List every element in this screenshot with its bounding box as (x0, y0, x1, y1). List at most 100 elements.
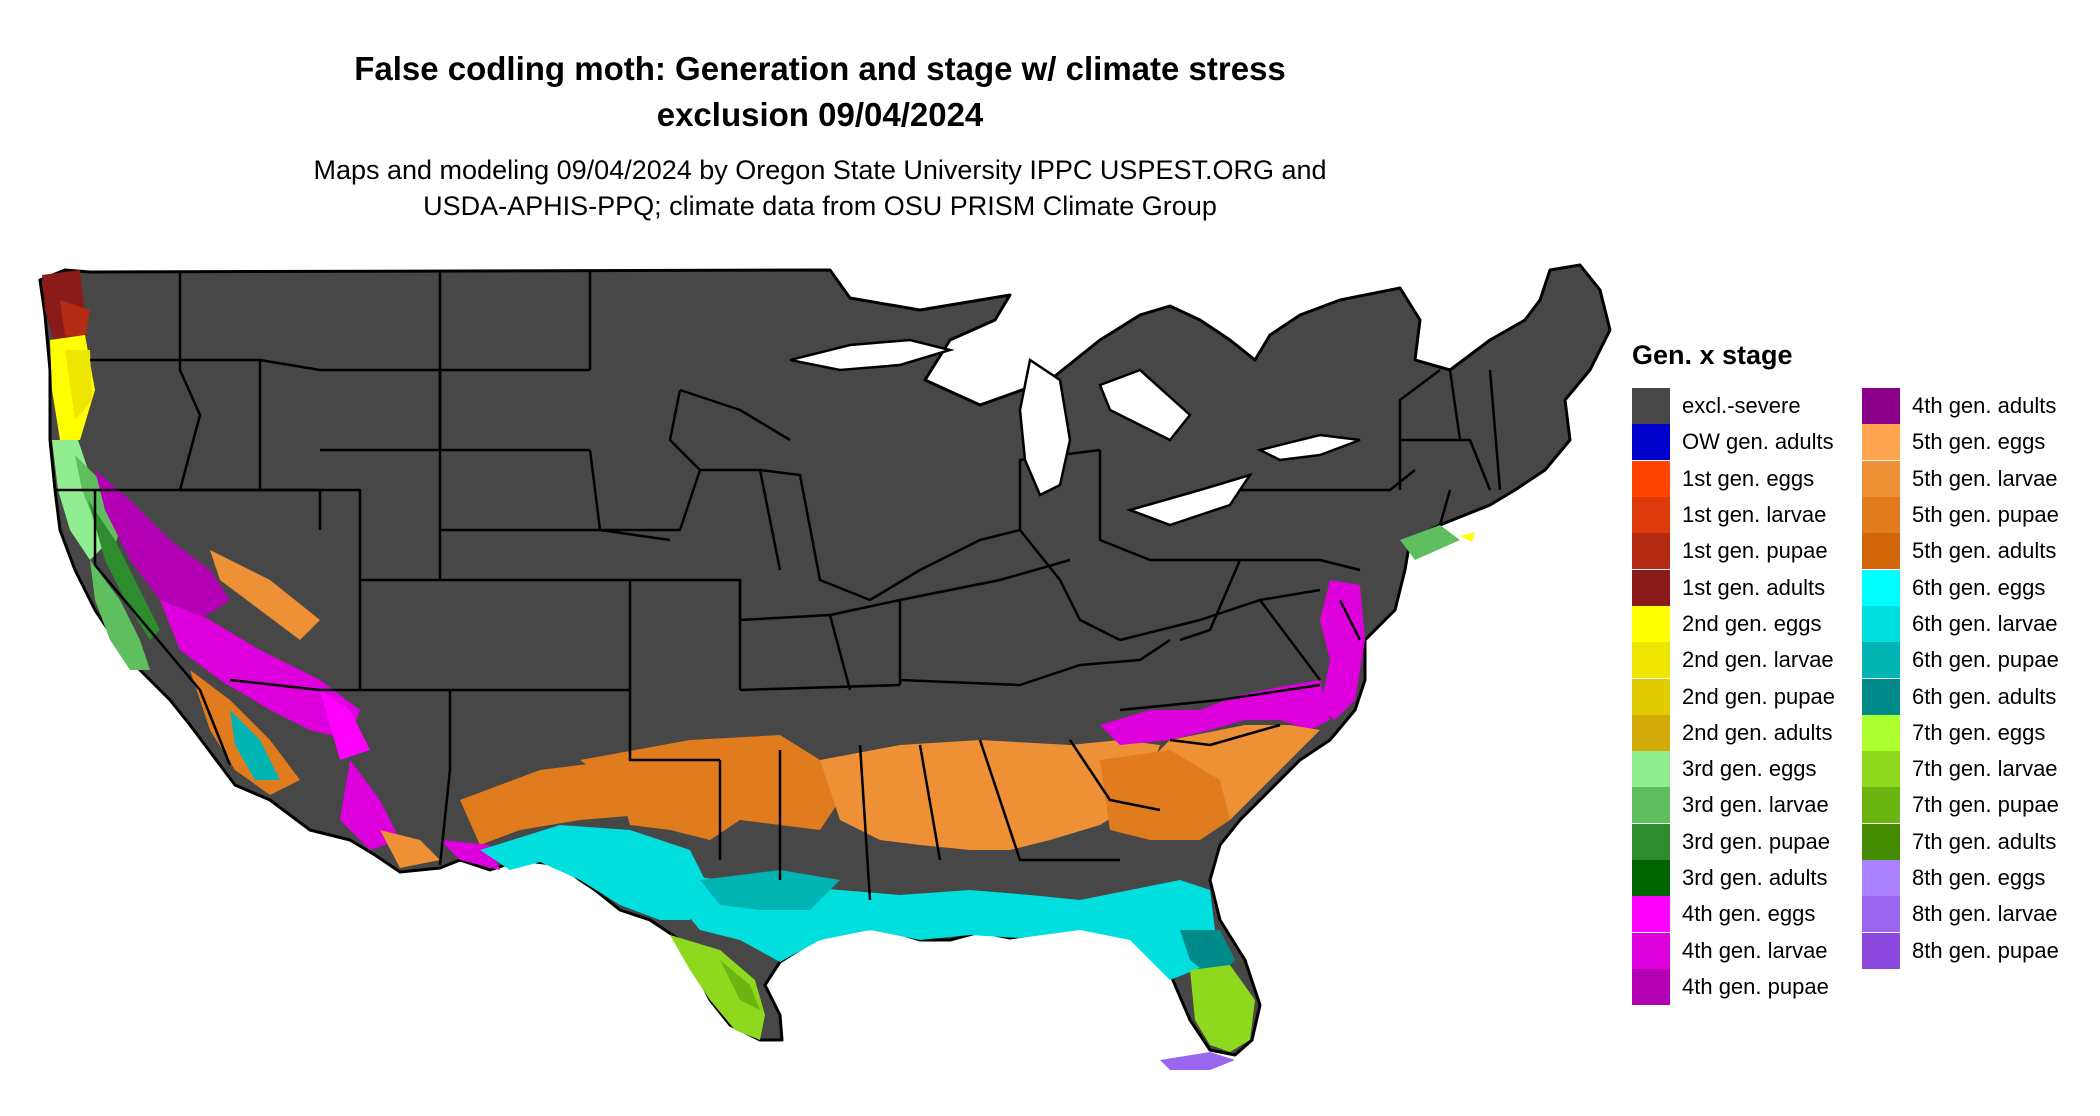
legend-label: 8th gen. larvae (1912, 901, 2058, 927)
legend-label: 6th gen. adults (1912, 683, 2057, 709)
legend-item: 3rd gen. pupae (1632, 823, 1835, 860)
legend-item: 5th gen. larvae (1862, 460, 2059, 497)
legend-label: 3rd gen. pupae (1682, 828, 1831, 854)
map-subtitle: Maps and modeling 09/04/2024 by Oregon S… (180, 152, 1460, 224)
legend-swatch (1862, 388, 1900, 425)
legend-swatch (1632, 460, 1670, 497)
legend-swatch (1632, 751, 1670, 788)
legend-label: 2nd gen. eggs (1682, 610, 1822, 636)
legend-item: 4th gen. pupae (1632, 968, 1835, 1005)
legend-label: 4th gen. adults (1912, 393, 2057, 419)
legend-item: 3rd gen. eggs (1632, 751, 1835, 788)
legend-label: 6th gen. pupae (1912, 647, 2059, 673)
legend-item: 1st gen. larvae (1632, 497, 1835, 534)
legend-item: 7th gen. adults (1862, 823, 2059, 860)
legend-label: 6th gen. eggs (1912, 574, 2046, 600)
legend-swatch (1862, 642, 1900, 679)
legend-item: 6th gen. adults (1862, 678, 2059, 715)
legend-swatch (1862, 714, 1900, 751)
legend-label: 8th gen. eggs (1912, 865, 2046, 890)
legend-label: 1st gen. eggs (1682, 465, 1815, 491)
legend-swatch (1632, 787, 1670, 824)
map-subtitle-line-1: Maps and modeling 09/04/2024 by Oregon S… (313, 155, 1327, 185)
legend-item: OW gen. adults (1632, 424, 1835, 461)
legend-label: OW gen. adults (1682, 429, 1834, 455)
legend-swatch (1862, 932, 1900, 969)
legend-label: 4th gen. pupae (1682, 973, 1829, 999)
legend-swatch (1632, 714, 1670, 751)
legend-swatch (1862, 823, 1900, 860)
legend-swatch (1862, 460, 1900, 497)
map-title: False codling moth: Generation and stage… (230, 46, 1410, 138)
legend-item: 3rd gen. larvae (1632, 787, 1835, 824)
legend-label: 2nd gen. pupae (1682, 683, 1835, 709)
legend-label: 7th gen. adults (1912, 828, 2057, 854)
legend-item: 8th gen. eggs (1862, 860, 2059, 896)
legend-item: 7th gen. larvae (1862, 751, 2059, 788)
legend-label: 3rd gen. larvae (1682, 792, 1829, 818)
legend-item: 7th gen. pupae (1862, 787, 2059, 824)
map-subtitle-line-2: USDA-APHIS-PPQ; climate data from OSU PR… (423, 191, 1217, 221)
legend-item: 2nd gen. pupae (1632, 678, 1835, 715)
legend-label: 5th gen. larvae (1912, 465, 2058, 491)
legend-label: 3rd gen. eggs (1682, 756, 1817, 782)
legend-label: 3rd gen. adults (1682, 865, 1828, 890)
legend-item: 1st gen. pupae (1632, 533, 1835, 570)
legend-swatch (1862, 787, 1900, 824)
legend-item: 2nd gen. eggs (1632, 605, 1835, 642)
legend-item: 1st gen. adults (1632, 569, 1835, 606)
legend-swatch (1632, 388, 1670, 425)
legend-swatch (1632, 932, 1670, 969)
legend-item: excl.-severe (1632, 388, 1835, 425)
legend-swatch (1632, 896, 1670, 933)
great-lakes (789, 338, 1361, 527)
legend-item: 8th gen. pupae (1862, 932, 2059, 969)
legend-item: 6th gen. larvae (1862, 605, 2059, 642)
legend-swatch (1632, 605, 1670, 642)
legend-label: excl.-severe (1682, 393, 1801, 419)
legend-item: 2nd gen. adults (1632, 714, 1835, 751)
legend-label: 5th gen. adults (1912, 538, 2057, 564)
legend-label: 7th gen. eggs (1912, 719, 2046, 745)
legend-swatch (1862, 678, 1900, 715)
legend-swatch (1862, 569, 1900, 606)
legend-label: 1st gen. adults (1682, 574, 1826, 600)
legend-item: 3rd gen. adults (1632, 860, 1835, 896)
legend-label: 2nd gen. adults (1682, 719, 1833, 745)
map-title-line-1: False codling moth: Generation and stage… (354, 50, 1286, 87)
legend-item: 4th gen. eggs (1632, 896, 1835, 933)
state-borders (55, 272, 1502, 901)
legend-item: 7th gen. eggs (1862, 714, 2059, 751)
legend-item: 6th gen. eggs (1862, 569, 2059, 606)
us-map (38, 263, 1612, 1070)
legend-column-2: 4th gen. adults 5th gen. eggs 5th gen. lar… (1862, 388, 2059, 969)
legend-label: 4th gen. larvae (1682, 937, 1828, 963)
legend-item: 5th gen. adults (1862, 533, 2059, 570)
legend-label: 4th gen. eggs (1682, 901, 1816, 927)
legend-item: 5th gen. eggs (1862, 424, 2059, 461)
legend-label: 5th gen. pupae (1912, 502, 2059, 528)
legend-title: Gen. x stage (1632, 340, 1793, 370)
legend-item: 6th gen. pupae (1862, 642, 2059, 679)
phenology-zones (42, 270, 1475, 1070)
legend-swatch (1862, 424, 1900, 461)
legend-label: 1st gen. larvae (1682, 502, 1827, 528)
legend-swatch (1632, 424, 1670, 461)
legend-item: 5th gen. pupae (1862, 497, 2059, 534)
legend-column-1: excl.-severe OW gen. adults 1st gen. eggs 1… (1632, 388, 1835, 1005)
legend-swatch (1632, 823, 1670, 860)
legend-item: 4th gen. larvae (1632, 932, 1835, 969)
legend-swatch (1632, 642, 1670, 679)
legend-swatch (1862, 533, 1900, 570)
legend-label: 6th gen. larvae (1912, 610, 2058, 636)
legend-label: 2nd gen. larvae (1682, 647, 1834, 673)
legend-swatch (1862, 605, 1900, 642)
legend-label: 8th gen. pupae (1912, 937, 2059, 963)
legend-item: 8th gen. larvae (1862, 896, 2059, 933)
legend-swatch (1862, 896, 1900, 933)
legend-label: 1st gen. pupae (1682, 538, 1828, 564)
legend-swatch (1632, 968, 1670, 1005)
legend-item: 4th gen. adults (1862, 388, 2059, 425)
legend-swatch (1632, 678, 1670, 715)
map-title-line-2: exclusion 09/04/2024 (656, 96, 984, 133)
